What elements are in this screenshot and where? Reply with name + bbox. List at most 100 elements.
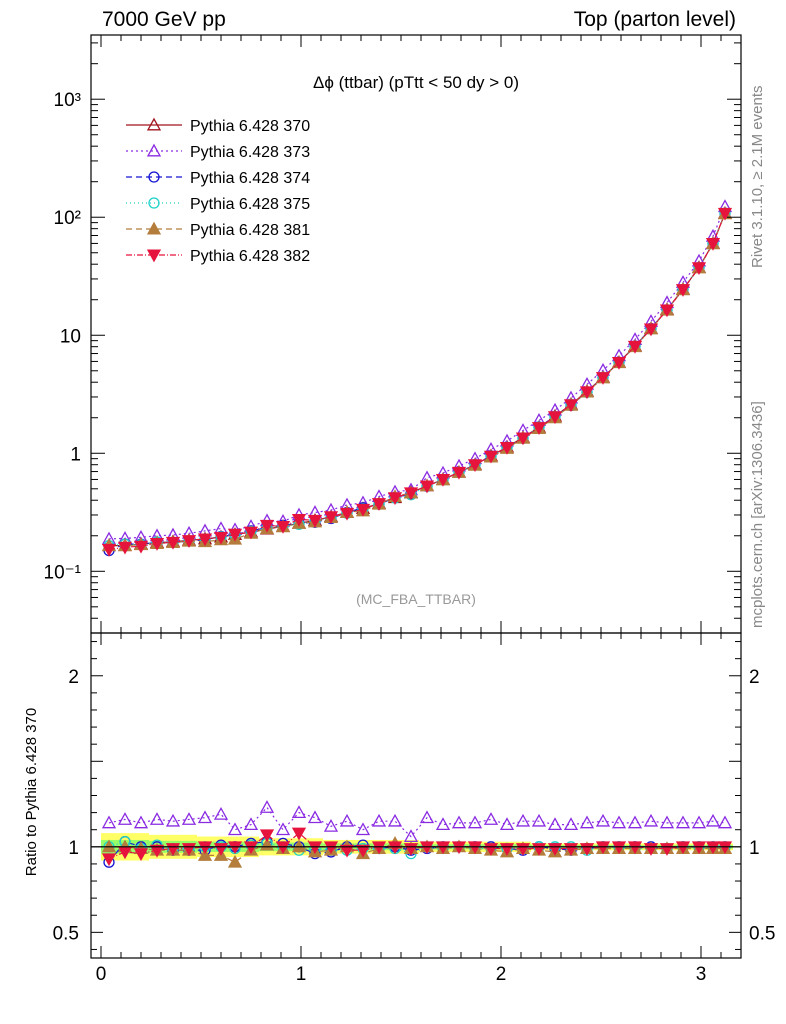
legend-label-s381: Pythia 6.428 381 xyxy=(190,222,310,239)
ratio-point-s373-39 xyxy=(717,815,733,829)
ratio-point-s381-8 xyxy=(227,854,243,868)
source-label: mcplots.cern.ch [arXiv:1306.3436] xyxy=(749,401,766,628)
ratio-point-s373-13 xyxy=(307,810,323,824)
main-point-s382-15 xyxy=(339,507,355,521)
ratio-point-s382-3 xyxy=(149,844,165,858)
main-point-s382-27 xyxy=(531,422,547,435)
ratio-point-s382-0 xyxy=(101,853,117,867)
ratio-point-s373-32 xyxy=(611,815,627,829)
main-point-s382-30 xyxy=(579,386,595,400)
ratio-point-s373-33 xyxy=(627,815,643,829)
main-point-s382-3 xyxy=(149,538,165,551)
ratio-point-s373-22 xyxy=(451,815,467,829)
legend-marker-s374 xyxy=(148,171,160,183)
main-point-s382-0 xyxy=(101,544,117,557)
main-series xyxy=(101,199,733,557)
legend-marker-s382 xyxy=(146,249,162,263)
ratio-series xyxy=(101,800,733,868)
main-point-s382-20 xyxy=(419,480,435,494)
ratio-point-s373-5 xyxy=(181,812,197,825)
x-tick-label-1: 1 xyxy=(296,964,307,985)
main-point-s382-28 xyxy=(547,411,563,425)
main-point-s382-22 xyxy=(451,466,467,480)
ratio-point-s373-18 xyxy=(387,813,403,827)
ratio-point-s382-2 xyxy=(133,848,149,861)
legend-marker-s373 xyxy=(146,143,162,157)
ratio-point-s373-6 xyxy=(197,810,213,824)
y-tick-label-main-4: 10³ xyxy=(54,90,81,111)
main-point-s382-26 xyxy=(515,432,531,446)
ratio-point-s373-4 xyxy=(165,813,181,827)
main-point-s382-38 xyxy=(705,237,721,251)
main-point-s382-35 xyxy=(659,304,675,318)
main-point-s382-8 xyxy=(227,528,243,542)
main-point-s382-24 xyxy=(483,450,499,464)
ratio-point-s373-7 xyxy=(213,806,229,820)
ratio-point-s373-27 xyxy=(531,813,547,827)
analysis-watermark: (MC_FBA_TTBAR) xyxy=(356,591,476,607)
main-point-s382-2 xyxy=(133,540,149,554)
plot-title: Δϕ (ttbar) (pTtt < 50 dy > 0) xyxy=(313,73,519,92)
ratio-point-s373-28 xyxy=(547,817,563,831)
main-point-s382-11 xyxy=(275,520,291,534)
legend: Pythia 6.428 370 Pythia 6.428 373 Pythia 6… xyxy=(126,117,310,265)
y-tick-label-ratio-left-1: 1 xyxy=(68,838,79,859)
ratio-point-s373-23 xyxy=(467,815,483,829)
ratio-frame xyxy=(90,632,742,959)
legend-label-s382: Pythia 6.428 382 xyxy=(190,248,310,265)
main-point-s382-13 xyxy=(307,514,323,528)
ratio-point-s373-11 xyxy=(275,822,291,836)
ratio-point-s373-14 xyxy=(323,818,339,832)
legend-marker-s370 xyxy=(146,117,162,131)
main-point-s382-4 xyxy=(165,536,181,550)
main-point-s382-23 xyxy=(467,459,483,473)
main-point-s382-12 xyxy=(291,513,307,527)
x-tick-label-0: 0 xyxy=(96,964,107,985)
ratio-point-s382-12 xyxy=(291,827,307,841)
main-point-s382-1 xyxy=(117,541,133,555)
ratio-point-s373-8 xyxy=(227,822,243,836)
ratio-line-s373 xyxy=(108,806,726,838)
ratio-point-s382-10 xyxy=(259,829,275,843)
header-left: 7000 GeV pp xyxy=(102,8,226,31)
x-tick-label-3: 3 xyxy=(696,964,707,985)
ratio-point-s373-15 xyxy=(339,813,355,827)
main-point-s382-31 xyxy=(595,372,611,385)
main-point-s382-16 xyxy=(355,503,371,517)
main-point-s382-14 xyxy=(323,511,339,525)
main-point-s382-36 xyxy=(675,284,691,297)
ratio-point-s373-0 xyxy=(101,815,117,829)
main-point-s382-37 xyxy=(691,262,707,275)
main-line-s381 xyxy=(109,213,726,547)
ratio-point-s373-10 xyxy=(259,800,275,813)
rivet-label: Rivet 3.1.10, ≥ 2.1M events xyxy=(749,85,766,269)
main-point-s382-19 xyxy=(403,487,419,501)
legend-label-s370: Pythia 6.428 370 xyxy=(190,118,310,135)
main-point-s382-25 xyxy=(499,442,515,455)
ratio-line-s375 xyxy=(108,841,725,855)
main-point-s382-18 xyxy=(387,492,403,506)
main-point-s382-39 xyxy=(717,207,733,221)
header-right: Top (parton level) xyxy=(573,8,736,31)
main-point-s382-7 xyxy=(213,531,229,545)
ratio-point-s373-21 xyxy=(435,817,451,831)
main-point-s382-17 xyxy=(371,498,387,511)
ratio-point-s373-9 xyxy=(243,817,259,831)
y-tick-label-main-2: 10 xyxy=(60,326,81,347)
main-line-s382 xyxy=(108,213,726,551)
ratio-point-s373-38 xyxy=(705,813,721,827)
ratio-point-s373-37 xyxy=(691,815,707,829)
main-point-s382-21 xyxy=(435,474,451,487)
ratio-point-s373-35 xyxy=(659,815,675,829)
y-tick-label-main-3: 10² xyxy=(54,208,81,229)
main-point-s382-33 xyxy=(627,340,643,354)
y-tick-label-ratio-right-2: 2 xyxy=(749,667,760,688)
ratio-point-s373-34 xyxy=(643,813,659,827)
ratio-point-s373-16 xyxy=(355,822,371,836)
legend-label-s375: Pythia 6.428 375 xyxy=(190,196,310,213)
y-tick-label-ratio-right-0: 0.5 xyxy=(749,923,775,944)
ratio-point-s381-6 xyxy=(197,848,213,861)
ratio-point-s373-1 xyxy=(117,812,133,825)
legend-marker-s381 xyxy=(146,221,162,235)
